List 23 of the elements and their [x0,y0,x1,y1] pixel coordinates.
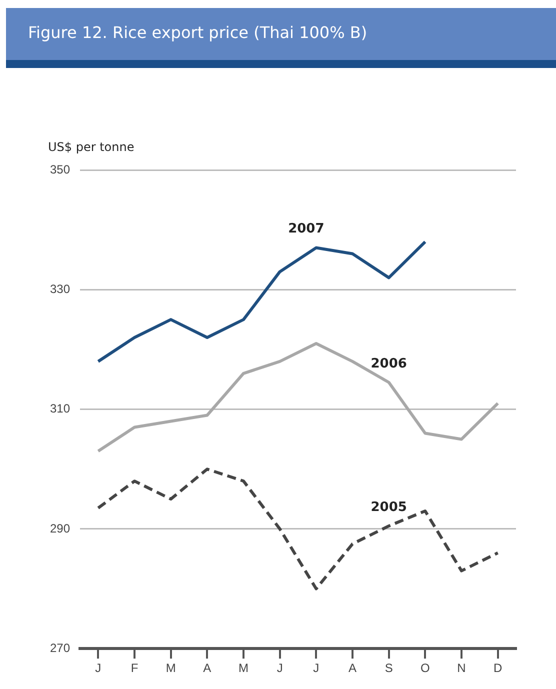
series-label: 2006 [370,356,407,372]
y-tick-label: 270 [50,640,70,655]
x-tick-label: M [238,661,249,676]
x-tick-label: S [384,661,393,676]
series-label: 2007 [288,222,324,237]
x-tick-label: M [166,661,176,676]
x-tick-label: A [348,661,357,676]
x-tick-label: J [95,661,102,676]
x-tick-label: N [457,661,466,676]
chart-title: Figure 12. Rice export price (Thai 100% B) [6,8,556,68]
line-series [96,468,500,590]
y-tick-label: 310 [50,402,70,416]
x-tick-label: J [313,661,320,676]
x-tick-label: A [203,661,212,676]
x-tick-label: F [130,661,138,676]
series-label: 2005 [370,500,407,515]
y-tick-label: 290 [50,521,70,536]
x-tick-label: J [276,661,283,676]
y-axis-title: US$ per tonne [48,140,134,154]
y-tick-label: 350 [50,162,70,176]
y-tick-label: 330 [50,282,70,296]
x-tick-label: D [494,661,502,676]
x-tick-label: O [420,661,430,676]
